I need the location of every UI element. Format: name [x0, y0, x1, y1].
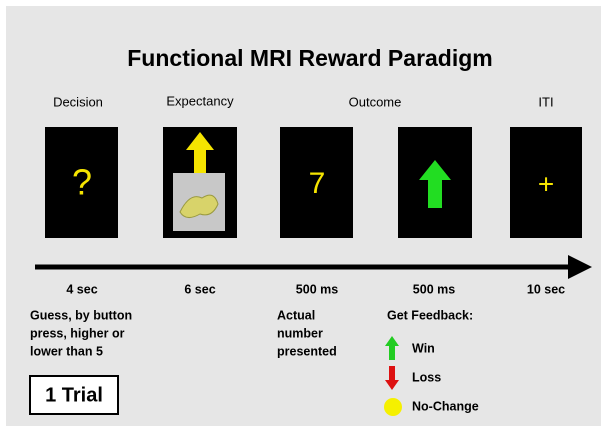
description-line: lower than 5 [30, 344, 103, 358]
description-line: presented [277, 344, 337, 358]
trial-label: 1 Trial [45, 384, 103, 406]
description-line: Actual [277, 308, 315, 322]
duration: 6 sec [184, 282, 215, 296]
duration: 10 sec [527, 282, 565, 296]
feedback-item: Win [412, 341, 435, 355]
description-line: number [277, 326, 323, 340]
stage-label: Outcome [349, 94, 402, 109]
diagram: Functional MRI Reward Paradigm Decision … [0, 0, 607, 432]
no-change-icon [384, 398, 402, 416]
panel-symbol: 7 [309, 167, 326, 200]
stage-label: ITI [538, 94, 553, 109]
feedback-item: Loss [412, 370, 441, 384]
stage-label: Expectancy [166, 93, 234, 108]
duration: 500 ms [413, 282, 455, 296]
duration: 4 sec [66, 282, 97, 296]
stage-label: Decision [53, 94, 103, 109]
panel-symbol: ? [72, 162, 92, 203]
duration: 500 ms [296, 282, 338, 296]
title: Functional MRI Reward Paradigm [127, 45, 493, 71]
feedback-title: Get Feedback: [387, 308, 473, 322]
description-line: Guess, by button [30, 308, 132, 322]
feedback-item: No-Change [412, 399, 479, 413]
panel-symbol: + [538, 168, 554, 199]
description-line: press, higher or [30, 326, 125, 340]
